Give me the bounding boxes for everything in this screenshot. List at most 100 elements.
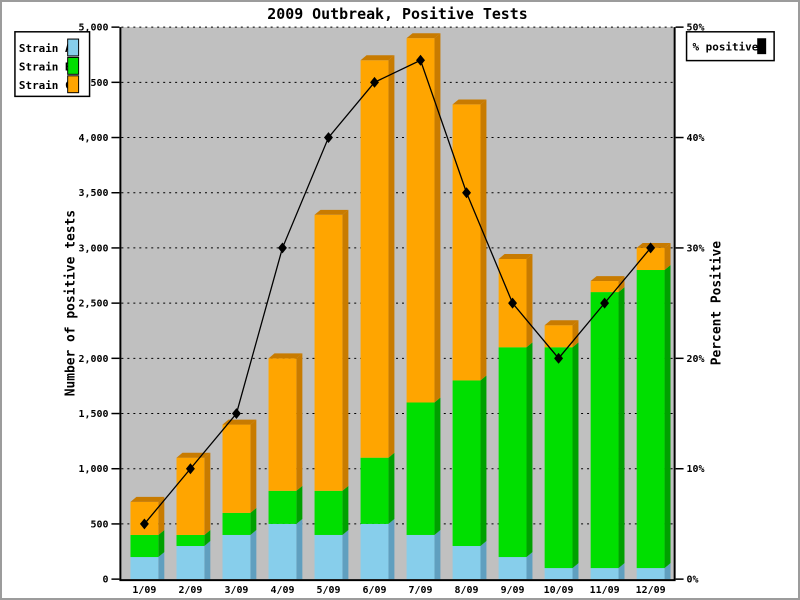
bar-side-strain-c	[158, 496, 165, 535]
x-axis-label: 5/09	[317, 585, 341, 596]
bar-side-strain-b	[526, 342, 533, 558]
x-axis-label: 11/09	[590, 585, 620, 596]
bar-side-strain-a	[388, 518, 395, 580]
bar-top-face	[268, 353, 303, 359]
bar-segment-strain-c	[268, 358, 297, 491]
bar-segment-strain-a	[452, 546, 481, 580]
bar-top-face	[406, 33, 441, 39]
left-tick-label: 0	[102, 575, 108, 586]
bar-side-strain-a	[480, 541, 487, 580]
x-axis-label: 10/09	[544, 585, 574, 596]
bar-segment-strain-a	[590, 568, 619, 580]
bar-top-face	[314, 209, 349, 215]
left-axis-title: Number of positive tests	[64, 210, 79, 396]
bar-top-face	[452, 99, 487, 105]
bar-segment-strain-c	[590, 281, 619, 293]
bar-side-strain-b	[158, 530, 165, 558]
bar-side-strain-a	[572, 563, 579, 580]
bar-segment-strain-c	[406, 38, 435, 403]
legend-label-strain-a: Strain A	[19, 42, 72, 55]
bar-side-strain-b	[664, 265, 671, 569]
bar-7/09	[406, 33, 441, 580]
bar-segment-strain-c	[636, 247, 665, 271]
x-axis-label: 1/09	[132, 585, 156, 596]
left-tick-label: 4,500	[79, 78, 109, 89]
bar-segment-strain-b	[314, 490, 343, 535]
bar-segment-strain-b	[222, 512, 251, 535]
bar-side-strain-c	[342, 209, 349, 491]
bar-segment-strain-b	[498, 347, 527, 558]
right-tick-label: 0%	[687, 575, 699, 586]
bar-side-strain-a	[664, 563, 671, 580]
bar-12/09	[636, 242, 671, 580]
bar-segment-strain-b	[130, 534, 159, 558]
bar-top-face	[590, 276, 625, 282]
left-tick-label: 500	[90, 519, 108, 530]
bar-segment-strain-a	[268, 523, 297, 580]
bar-segment-strain-b	[406, 402, 435, 535]
bar-segment-strain-a	[314, 534, 343, 580]
bar-segment-strain-c	[544, 325, 573, 348]
bar-segment-strain-a	[498, 557, 527, 580]
left-tick-label: 1,500	[79, 409, 109, 420]
bar-2/09	[176, 452, 211, 580]
bar-segment-strain-c	[130, 501, 159, 535]
legend-percent-swatch	[757, 38, 767, 55]
bar-segment-strain-a	[130, 557, 159, 580]
x-axis-label: 12/09	[636, 585, 666, 596]
bar-segment-strain-b	[360, 457, 389, 524]
bar-segment-strain-c	[222, 424, 251, 513]
bar-side-strain-b	[480, 375, 487, 547]
left-tick-label: 3,000	[79, 243, 109, 254]
bar-side-strain-a	[618, 563, 625, 580]
bar-top-face	[498, 254, 533, 259]
bar-9/09	[498, 254, 533, 580]
bar-top-face	[636, 242, 671, 248]
bar-top-face	[544, 320, 579, 326]
chart-title: 2009 Outbreak, Positive Tests	[267, 5, 527, 23]
x-axis-label: 7/09	[409, 585, 433, 596]
right-tick-label: 50%	[687, 23, 705, 34]
bar-segment-strain-a	[360, 523, 389, 580]
bar-3/09	[222, 419, 257, 580]
bar-top-face	[130, 496, 165, 502]
bar-side-strain-c	[250, 419, 257, 513]
bar-side-strain-b	[618, 287, 625, 569]
bar-side-strain-a	[204, 541, 211, 580]
left-tick-label: 1,000	[79, 464, 109, 475]
x-axis-label: 3/09	[224, 585, 248, 596]
right-tick-label: 20%	[687, 354, 705, 365]
bar-segment-strain-c	[314, 214, 343, 491]
legend-label-strain-c: Strain C	[19, 79, 72, 92]
left-tick-label: 2,500	[79, 299, 109, 310]
bar-side-strain-a	[342, 530, 349, 580]
legend-swatch-strain-b	[67, 56, 80, 75]
bar-side-strain-b	[342, 485, 349, 535]
bar-segment-strain-b	[636, 270, 665, 569]
diamond-marker	[554, 352, 564, 364]
left-tick-label: 4,000	[79, 133, 109, 144]
bar-side-strain-c	[664, 242, 671, 271]
bar-side-strain-a	[296, 518, 303, 580]
bar-segment-strain-b	[544, 347, 573, 569]
bar-side-strain-a	[250, 530, 257, 580]
diamond-marker	[139, 518, 149, 530]
bar-11/09	[590, 276, 625, 580]
legend-swatch-strain-a	[67, 38, 80, 57]
bar-side-strain-c	[434, 33, 441, 403]
legend-strains: Strain A Strain B Strain C	[14, 31, 91, 98]
bar-side-strain-b	[250, 507, 257, 535]
right-tick-label: 40%	[687, 133, 705, 144]
bar-side-strain-b	[572, 342, 579, 569]
bar-segment-strain-c	[360, 60, 389, 458]
right-axis-title: Percent Positive	[709, 241, 724, 365]
right-tick-label: 30%	[687, 243, 705, 254]
bar-1/09	[130, 496, 165, 580]
legend-swatch-strain-c	[67, 75, 80, 94]
bar-side-strain-b	[388, 452, 395, 524]
bar-side-strain-b	[434, 397, 441, 535]
bar-segment-strain-a	[176, 546, 205, 580]
diamond-marker	[277, 242, 287, 254]
bar-segment-strain-a	[406, 534, 435, 580]
bar-segment-strain-b	[452, 380, 481, 547]
